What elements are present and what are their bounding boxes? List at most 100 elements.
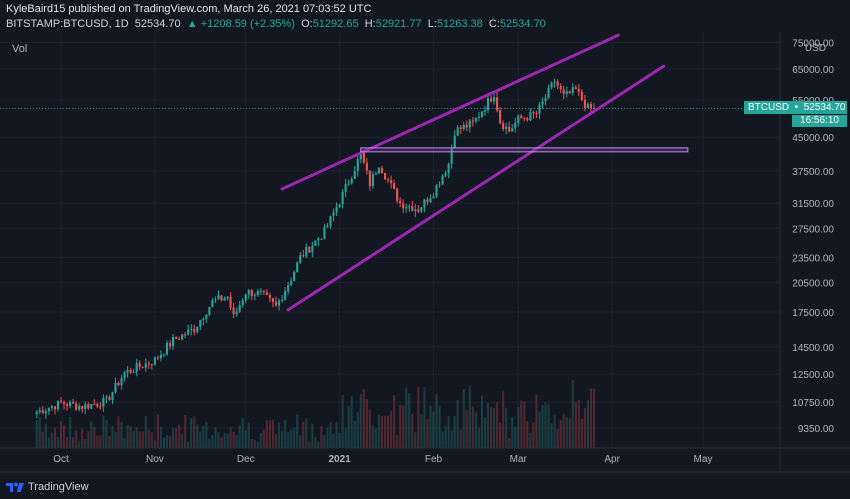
volume-bar [423, 387, 426, 448]
volume-bar [75, 430, 78, 448]
candle-body [47, 407, 50, 411]
candle-body [193, 328, 196, 332]
candle-body [444, 172, 447, 176]
candle-body [244, 294, 247, 301]
price-tag-value: 52534.70 [803, 102, 846, 113]
volume-label: Vol [12, 43, 28, 55]
candle-body [123, 372, 126, 379]
candle-body [459, 127, 462, 129]
candle-body [223, 298, 226, 301]
candle-body [250, 290, 253, 297]
candle-body [514, 122, 517, 129]
candle-body [429, 198, 432, 203]
candle-body [105, 397, 108, 399]
volume-bar [480, 395, 483, 448]
candle-body [541, 101, 544, 105]
symbol-ohlc-line: BITSTAMP:BTCUSD, 1D 52534.70 ▲ +1208.59 … [6, 18, 546, 30]
volume-bar [190, 418, 193, 448]
candles [35, 78, 596, 419]
volume-bar [108, 436, 111, 448]
candle-body [568, 91, 571, 93]
candle-body [435, 184, 438, 197]
candle-body [329, 215, 332, 226]
volume-bar [184, 415, 187, 448]
volume-bar [290, 429, 293, 448]
y-tick-label: 9350.00 [798, 424, 835, 435]
volume-bar [162, 437, 166, 448]
candle-body [305, 246, 308, 257]
volume-bar [135, 427, 138, 448]
volume-bar [271, 419, 275, 448]
drawings[interactable] [0, 33, 780, 312]
y-tick-label: 14500.00 [792, 343, 834, 354]
tradingview-logo-icon [6, 482, 24, 492]
candle-body [171, 336, 175, 347]
volume-bar [187, 441, 190, 448]
candle-body [90, 404, 93, 409]
volume-bar [50, 433, 53, 448]
volume-bar [492, 408, 496, 448]
volume-bar [377, 414, 381, 448]
volume-bar [574, 402, 577, 448]
volume-bar [402, 405, 405, 448]
y-tick-label: 17500.00 [792, 308, 834, 319]
volume-bar [302, 421, 305, 448]
volume-bar [323, 434, 326, 448]
volume-bar [568, 418, 571, 448]
candle-body [462, 124, 465, 129]
candle-body [235, 311, 238, 315]
volume-bar [211, 434, 214, 448]
volume-bar [526, 421, 529, 448]
volume-bar [435, 393, 438, 448]
candle-body [293, 272, 296, 281]
volume-bar [111, 425, 114, 448]
volume-bar [229, 427, 232, 448]
candle-body [135, 363, 138, 373]
volume-bar [114, 432, 117, 448]
volume-bar [193, 416, 196, 448]
volume-bar [132, 431, 135, 448]
brand-name[interactable]: TradingView [28, 481, 89, 493]
horizontal-zone[interactable] [360, 147, 689, 153]
candle-body [526, 118, 529, 121]
volume-bar [408, 393, 411, 448]
volume-bar [465, 409, 468, 448]
volume-bar [44, 423, 47, 448]
candle-body [69, 401, 72, 407]
candle-body [132, 372, 135, 374]
volume-bar [562, 414, 565, 448]
candle-body [368, 170, 371, 187]
candle-body [232, 307, 235, 315]
open-value: 51292.65 [312, 18, 359, 30]
candle-body [483, 110, 487, 112]
volume-bar [38, 417, 41, 448]
volume-bar [178, 424, 181, 448]
candle-body [396, 188, 399, 201]
volume-bar [62, 425, 66, 448]
volume-bar [120, 422, 123, 448]
footer: TradingView [6, 479, 89, 495]
candle-body [589, 104, 593, 108]
candle-body [365, 162, 368, 171]
volume-bar [47, 437, 50, 448]
candle-body [574, 87, 577, 89]
trendline[interactable] [280, 33, 620, 191]
volume-bar [471, 406, 474, 448]
volume-bar [53, 427, 57, 448]
volume-bar [305, 418, 308, 448]
candle-body [238, 305, 241, 312]
candle-body [411, 206, 414, 212]
y-tick-label: 10750.00 [792, 398, 834, 409]
volume-bar [232, 431, 235, 448]
volume-bar [138, 431, 141, 448]
y-tick-label: 23500.00 [792, 253, 834, 264]
x-tick-label: Dec [237, 454, 255, 465]
volume-bar [511, 417, 514, 448]
x-tick-label: Nov [146, 454, 164, 465]
volume-bar [365, 398, 368, 448]
trendline[interactable] [286, 64, 666, 312]
volume-bar [553, 414, 556, 448]
symbol-label[interactable]: BITSTAMP:BTCUSD, 1D [6, 18, 129, 30]
volume-bar [368, 409, 371, 448]
